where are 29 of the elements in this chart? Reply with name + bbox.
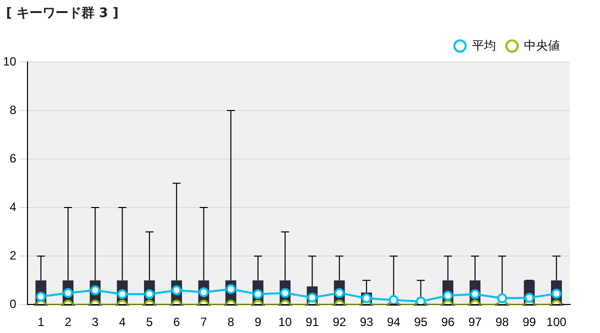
x-tick-label: 2 [64, 315, 72, 330]
x-tick-label: 6 [173, 315, 180, 330]
y-tick-label: 4 [10, 200, 17, 214]
y-tick-label: 10 [2, 54, 17, 68]
y-tick-label: 6 [10, 151, 17, 166]
x-tick-label: 10 [278, 315, 292, 330]
x-tick-label: 7 [200, 315, 208, 330]
x-tick-label: 8 [228, 315, 234, 330]
x-tick-label: 97 [468, 315, 482, 330]
y-tick-label: 8 [10, 102, 17, 117]
x-tick-label: 5 [146, 315, 154, 330]
x-tick-label: 9 [254, 315, 262, 330]
x-tick-label: 95 [414, 315, 428, 330]
x-tick-label: 100 [546, 315, 567, 330]
x-tick-label: 99 [522, 315, 536, 330]
x-tick-label: 4 [118, 315, 126, 330]
x-tick-label: 93 [360, 315, 374, 330]
legend-label: 平均 [472, 38, 496, 52]
x-tick-label: 94 [386, 315, 401, 330]
chart-title: [ キーワード群 3 ] [6, 5, 119, 22]
x-tick-label: 96 [441, 315, 455, 330]
x-tick-label: 1 [38, 315, 45, 330]
y-tick-label: 2 [10, 248, 17, 262]
x-tick-label: 98 [495, 315, 510, 330]
y-tick-label: 0 [10, 296, 17, 311]
x-tick-label: 3 [92, 315, 99, 330]
legend-label: 中央値 [524, 38, 560, 52]
x-tick-label: 92 [332, 315, 346, 330]
x-tick-label: 91 [306, 315, 320, 330]
